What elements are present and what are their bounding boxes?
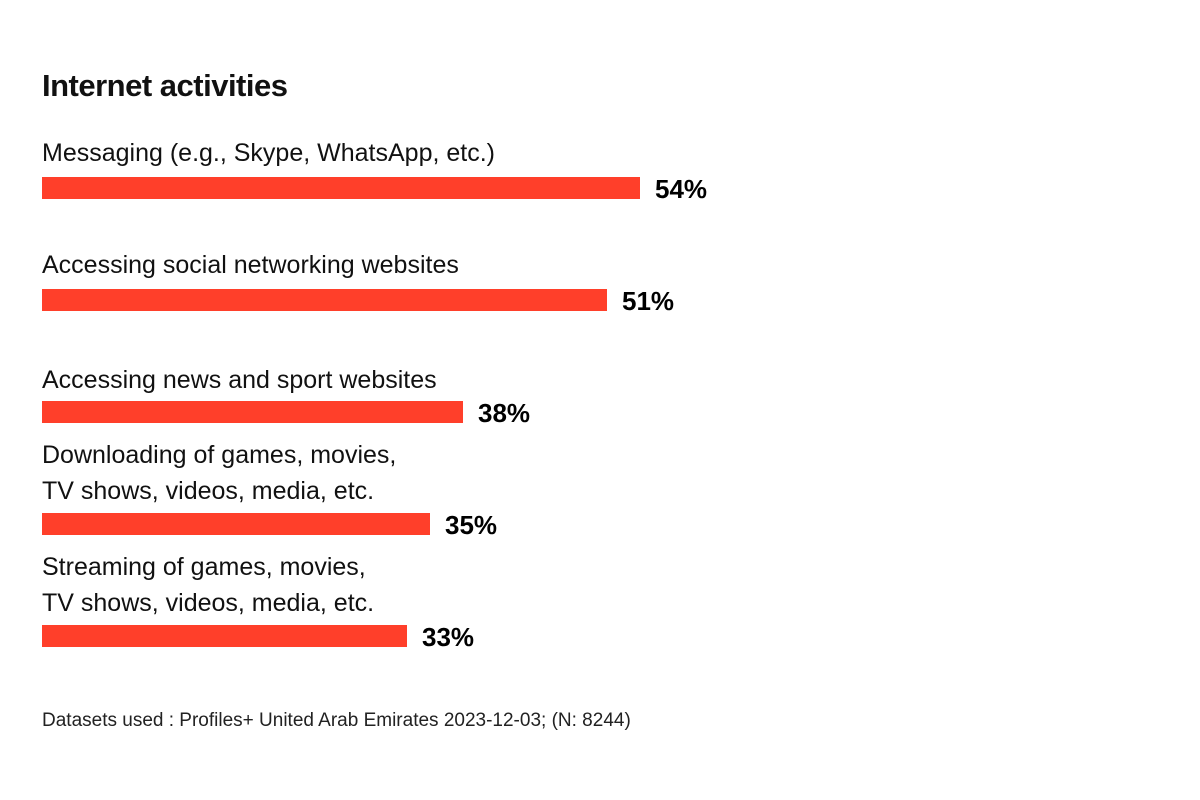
bar-value-label: 33%: [422, 622, 475, 652]
footer-note: Datasets used : Profiles+ United Arab Em…: [42, 710, 631, 731]
bar-label: Downloading of games, movies, TV shows, …: [42, 441, 397, 505]
bar-value-label: 38%: [478, 398, 531, 428]
bar: [42, 401, 463, 423]
bar-label: Accessing social networking websites: [42, 251, 459, 279]
bar-value-label: 51%: [622, 286, 675, 316]
bar-value-label: 54%: [655, 174, 708, 204]
bar-value-label: 35%: [445, 510, 498, 540]
bar: [42, 513, 430, 535]
bar: [42, 289, 607, 311]
bar: [42, 625, 407, 647]
bar: [42, 177, 640, 199]
bar-label: Messaging (e.g., Skype, WhatsApp, etc.): [42, 139, 495, 167]
bar-label: Streaming of games, movies, TV shows, vi…: [42, 553, 375, 617]
chart-title: Internet activities: [42, 68, 288, 103]
bar-label: Accessing news and sport websites: [42, 366, 437, 394]
